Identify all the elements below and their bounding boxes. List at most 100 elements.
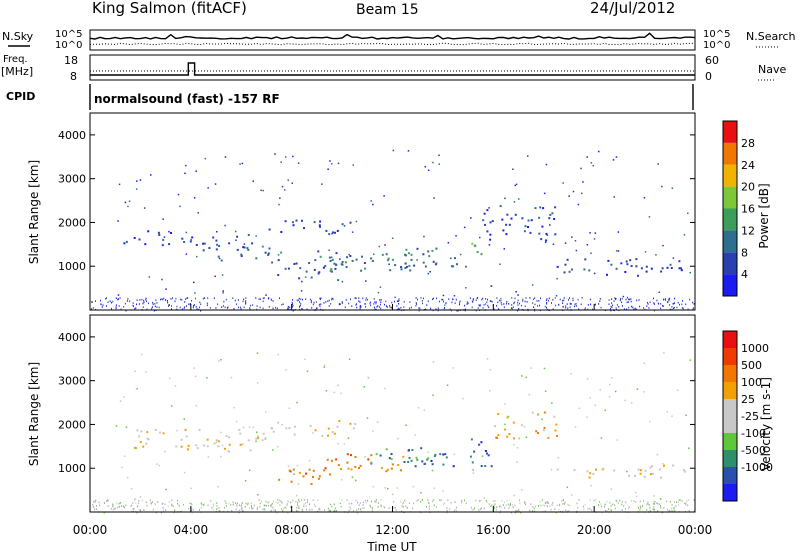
power-cell [416, 259, 418, 261]
velocity-cell [255, 440, 257, 443]
velocity-cell [323, 366, 325, 368]
velocity-cell [635, 492, 637, 494]
power-cell [464, 308, 466, 311]
power-cell [391, 237, 394, 239]
power-cell [514, 301, 516, 304]
velocity-cell [565, 509, 567, 512]
velocity-cell [193, 367, 195, 369]
power-cell [489, 300, 491, 302]
velocity-cell [281, 501, 283, 504]
power-cell [554, 206, 557, 209]
velocity-cell [131, 510, 133, 513]
velocity-cell [354, 456, 357, 458]
velocity-cell [547, 501, 549, 503]
power-cell [200, 303, 202, 305]
power-cell [415, 297, 417, 299]
velocity-cell [528, 393, 530, 396]
velocity-cell [600, 505, 602, 508]
power-cell [95, 300, 96, 302]
power-cell [232, 297, 234, 299]
velocity-cell [349, 506, 351, 508]
power-cell [589, 298, 591, 301]
velocity-cell [653, 506, 655, 508]
velocity-cell [238, 428, 241, 431]
power-cell [276, 307, 278, 310]
velocity-cell [264, 509, 266, 511]
power-cell [385, 253, 388, 256]
velocity-cell [450, 502, 452, 504]
velocity-cell [470, 438, 473, 441]
power-cell [452, 265, 454, 268]
velocity-cell [225, 435, 228, 437]
velocity-cell [478, 443, 481, 446]
velocity-cells [92, 352, 695, 514]
power-cell [329, 260, 332, 262]
velocity-cell [651, 472, 654, 475]
velocity-cell [569, 504, 571, 507]
power-cell [107, 301, 109, 303]
power-cell [674, 297, 676, 300]
velocity-colorbar-tick: -500 [741, 444, 766, 457]
power-cell [394, 296, 396, 299]
velocity-cell [165, 509, 167, 511]
velocity-cell [168, 377, 171, 380]
power-cell [589, 232, 591, 234]
power-cell [551, 212, 554, 215]
power-cell [126, 300, 128, 302]
power-cell [482, 219, 485, 222]
power-cell [245, 301, 247, 303]
velocity-cell [480, 499, 482, 502]
power-cell [183, 241, 186, 243]
power-cell [508, 223, 511, 226]
power-cell [542, 207, 545, 210]
power-cell [618, 306, 620, 308]
power-cell [111, 307, 112, 310]
power-cell [524, 305, 526, 308]
velocity-cell [633, 500, 635, 502]
power-cell [669, 304, 671, 306]
power-cell [300, 298, 302, 300]
power-cell [645, 270, 648, 273]
velocity-cell [652, 508, 654, 510]
power-cell [337, 279, 340, 282]
velocity-cell [206, 377, 208, 379]
power-cell [328, 233, 331, 236]
power-cell [373, 306, 375, 309]
power-cell [343, 225, 346, 227]
velocity-cell [437, 510, 439, 513]
velocity-cell [241, 508, 243, 511]
power-cell [386, 306, 388, 308]
velocity-cell [375, 453, 378, 456]
power-cell [117, 298, 119, 301]
power-cell [545, 299, 547, 302]
power-cell [621, 305, 623, 307]
velocity-cell [524, 501, 526, 503]
velocity-colorbar-label: Velocity [m s-1] [759, 377, 773, 471]
power-cell [586, 244, 589, 246]
velocity-cell [337, 464, 340, 467]
power-cell [648, 307, 650, 309]
cpid-text: normalsound (fast) -157 RF [94, 92, 280, 106]
velocity-cell [568, 509, 570, 512]
velocity-cell [616, 500, 618, 503]
velocity-cell [248, 426, 251, 428]
velocity-cell [371, 500, 373, 503]
velocity-cell [479, 500, 481, 502]
power-cell [630, 265, 633, 267]
velocity-cell [574, 426, 577, 428]
velocity-cell [485, 500, 487, 502]
power-cell [442, 294, 445, 297]
velocity-cell [133, 508, 135, 510]
velocity-cell [301, 508, 303, 511]
power-cell [529, 297, 531, 299]
velocity-cell [471, 461, 474, 464]
velocity-cell [628, 506, 630, 508]
velocity-cell [348, 502, 350, 505]
velocity-cell [273, 509, 275, 511]
velocity-cell [94, 508, 95, 511]
power-cell [394, 264, 397, 267]
power-cell [488, 244, 491, 246]
velocity-cell [349, 422, 352, 425]
velocity-cell [483, 497, 485, 499]
velocity-cell [312, 499, 314, 501]
